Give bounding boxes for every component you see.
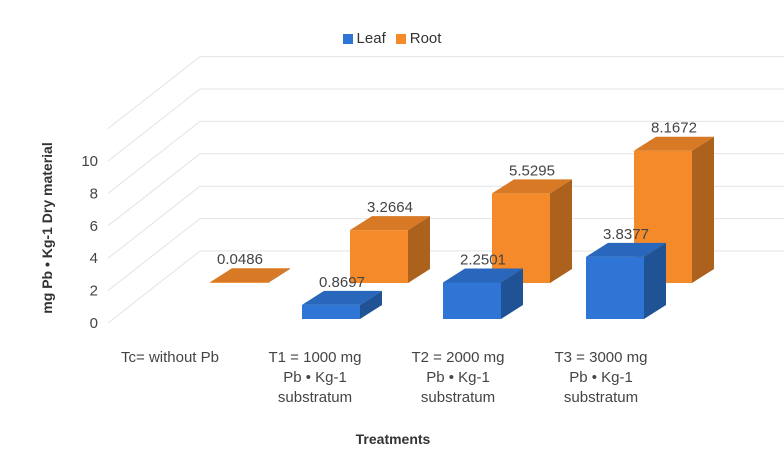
bar-leaf-top [443,268,523,283]
gridline-side [107,185,201,259]
bar-leaf [586,242,666,319]
y-tick-label: 6 [90,218,98,235]
bar-root-side [268,268,290,283]
bar-leaf-front [586,256,644,319]
data-label-leaf: 2.2501 [460,252,506,269]
legend-swatch-leaf [342,33,353,44]
data-label-root: 8.1672 [651,120,697,137]
gridline-side [107,88,201,162]
x-tick-label: T1 = 1000 mg [269,349,362,366]
bar-root [210,268,290,283]
y-tick-label: 10 [81,153,98,170]
bar-leaf-side [360,290,382,319]
x-axis-title: Treatments [356,431,431,447]
bar-root-front [210,282,268,283]
x-tick-label: T3 = 3000 mg [555,349,648,366]
x-tick-label: Pb • Kg-1 [569,369,633,386]
bar-leaf-front [302,304,360,319]
x-tick-label: Tc= without Pb [121,349,219,366]
data-label-root: 0.0486 [217,251,263,268]
data-label-root: 3.2664 [367,199,413,216]
bar-root-side [408,216,430,283]
x-tick-label: substratum [564,389,638,406]
data-label-root: 5.5295 [509,162,555,179]
legend: Leaf Root [0,30,784,47]
bar-root-top [350,216,430,231]
gridline-side [107,153,201,227]
bar-root-top [634,136,714,151]
x-tick-label: Pb • Kg-1 [283,369,347,386]
x-tick-label: T2 = 2000 mg [412,349,505,366]
gridline-side [107,121,201,194]
y-tick-label: 4 [90,250,98,267]
bar-root-side [550,179,572,283]
bar-root-top [210,268,290,283]
bar-leaf [302,290,382,319]
x-tick-label: substratum [278,389,352,406]
gridline-side [107,56,201,129]
bar-leaf-front [443,282,501,319]
bar-leaf-top [302,290,382,305]
bar-root [492,179,572,283]
gridline-side [107,250,201,324]
bar-leaf-side [501,268,523,319]
bar-root-top [492,179,572,194]
bar-root-front [350,230,408,283]
legend-swatch-root [395,33,406,44]
legend-label-root: Root [409,30,442,47]
y-tick-label: 0 [90,315,98,332]
y-axis-title: mg Pb • Kg-1 Dry material [39,142,55,313]
legend-item-root: Root [395,30,442,47]
x-tick-label: Pb • Kg-1 [426,369,490,386]
data-label-leaf: 3.8377 [603,226,649,243]
legend-label-leaf: Leaf [356,30,386,47]
legend-item-leaf: Leaf [342,30,386,47]
x-tick-label: substratum [421,389,495,406]
y-tick-label: 2 [90,283,98,300]
bar-root [350,216,430,283]
bar-root-front [492,193,550,283]
gridline-side [107,218,201,291]
bar-leaf-top [586,242,666,257]
data-label-leaf: 0.8697 [319,274,365,291]
bar-root-side [692,136,714,283]
bar-leaf-side [644,242,666,319]
y-tick-label: 8 [90,185,98,202]
bar-leaf [443,268,523,319]
